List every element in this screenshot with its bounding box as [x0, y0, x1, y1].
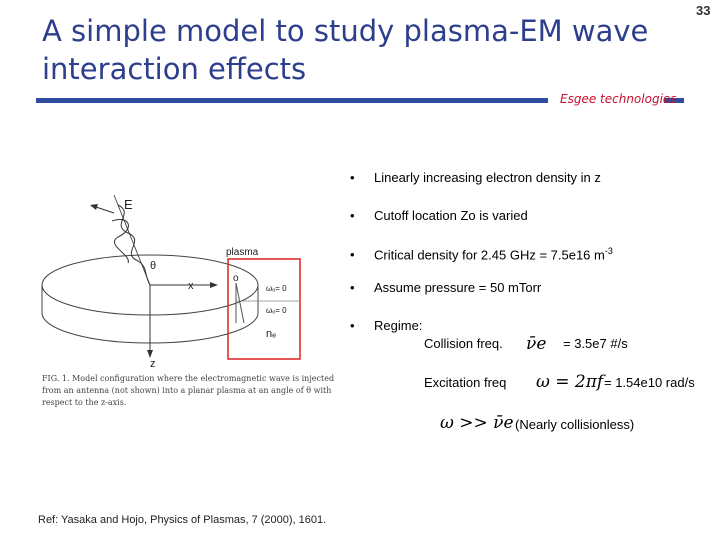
nu-e-symbol: ν̄e — [526, 334, 547, 354]
label-plasma: plasma — [226, 247, 259, 258]
nearly-collisionless: (Nearly collisionless) — [515, 417, 635, 432]
bullet-item: • Linearly increasing electron density in… — [350, 170, 601, 185]
label-omega-top: ωₒ= 0 — [266, 284, 287, 293]
omega-gg-nu: ω >> ν̄e — [440, 413, 514, 433]
bullet-item: • Assume pressure = 50 mTorr — [350, 280, 542, 295]
bullet-list: • Linearly increasing electron density in… — [350, 0, 720, 540]
bullet-item: • Regime: — [350, 318, 423, 333]
title-divider — [36, 98, 548, 103]
title-line-2: interaction effects — [42, 52, 307, 86]
excitation-value: = 1.54e10 rad/s — [604, 375, 695, 390]
slide-number: 33 — [696, 3, 711, 18]
brand-logo: Esgee technologies — [560, 92, 677, 106]
collision-value: = 3.5e7 #/s — [563, 336, 628, 351]
model-figure: E θ plasma x o ωₒ= 0 ωₒ= 0 nₑ z — [41, 194, 301, 370]
bullet-item: • Cutoff location Zo is varied — [350, 208, 528, 223]
figure-caption: FIG. 1. Model configuration where the el… — [42, 374, 335, 407]
slide-title: A simple model to study plasma-EM wave i… — [42, 12, 692, 88]
label-omega-bottom: ωₒ= 0 — [266, 306, 287, 315]
label-E: E — [124, 197, 133, 212]
label-ne: nₑ — [266, 328, 276, 340]
title-line-1: A simple model to study plasma-EM wave — [42, 14, 649, 48]
omega-equation: ω = 2πf — [536, 372, 604, 392]
collision-label: Collision freq. — [424, 336, 503, 351]
reference: Ref: Yasaka and Hojo, Physics of Plasmas… — [38, 514, 327, 526]
title-divider-end — [664, 98, 684, 103]
label-theta: θ — [150, 260, 156, 272]
label-z: z — [150, 358, 156, 370]
excitation-label: Excitation freq — [424, 375, 507, 390]
label-x: x — [188, 280, 194, 292]
label-o: o — [233, 273, 239, 284]
superscript: -3 — [604, 246, 613, 256]
bullet-item: • Critical density for 2.45 GHz = 7.5e16 … — [350, 246, 613, 263]
